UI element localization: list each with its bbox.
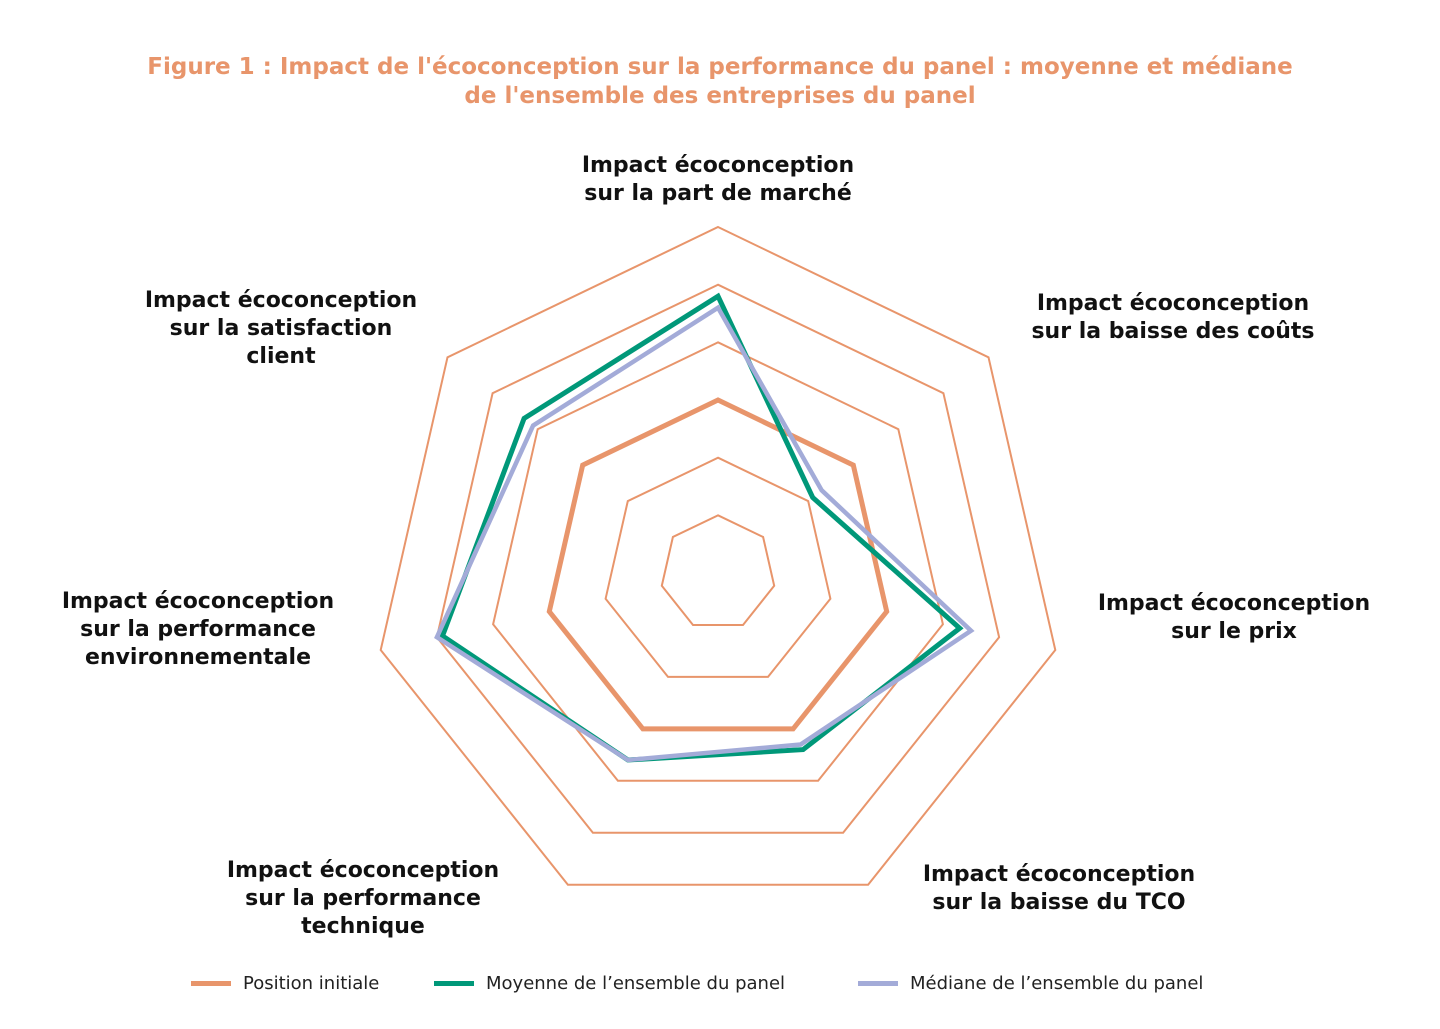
axis-label-cost-reduction: Impact écoconception sur la baisse des co…	[1031, 291, 1315, 344]
series-line-3	[434, 304, 975, 763]
grid-ring-4	[492, 341, 944, 782]
axis-label-customer-satisfaction: Impact écoconception sur la satisfaction c…	[144, 288, 418, 369]
legend-item-median: Médiane de l’ensemble du panel	[858, 968, 1203, 998]
legend-item-mean: Moyenne de l’ensemble du panel	[434, 968, 785, 998]
series-line-1	[546, 397, 890, 732]
grid-ring-3	[548, 398, 888, 730]
grid-ring-6	[379, 225, 1057, 886]
chart-title-line-2: de l'ensemble des entreprises du panel	[464, 83, 976, 109]
grid-ring-2	[604, 456, 832, 678]
legend-item-initial: Position initiale	[191, 968, 379, 998]
series-line-2	[439, 292, 964, 763]
legend-swatch-mean	[434, 980, 474, 986]
axis-label-technical-performance: Impact écoconception sur la performance te…	[226, 858, 500, 939]
legend-label-mean: Moyenne de l’ensemble du panel	[486, 972, 786, 994]
axis-label-market-share: Impact écoconception sur la part de march…	[581, 153, 855, 206]
grid-ring-1	[660, 514, 776, 626]
legend-label-median: Médiane de l’ensemble du panel	[910, 972, 1204, 994]
legend-swatch-initial	[191, 980, 231, 986]
axis-label-price: Impact écoconception sur le prix	[1097, 591, 1371, 644]
chart-title-line-1: Figure 1 : Impact de l'écoconception sur…	[147, 54, 1293, 80]
axis-label-tco: Impact écoconception sur la baisse du TCO	[922, 862, 1196, 915]
axis-label-environmental-performance: Impact écoconception sur la performance en…	[61, 589, 335, 670]
legend-label-initial: Position initiale	[243, 972, 380, 994]
grid-ring-5	[435, 283, 1001, 834]
legend-swatch-median	[858, 980, 898, 986]
